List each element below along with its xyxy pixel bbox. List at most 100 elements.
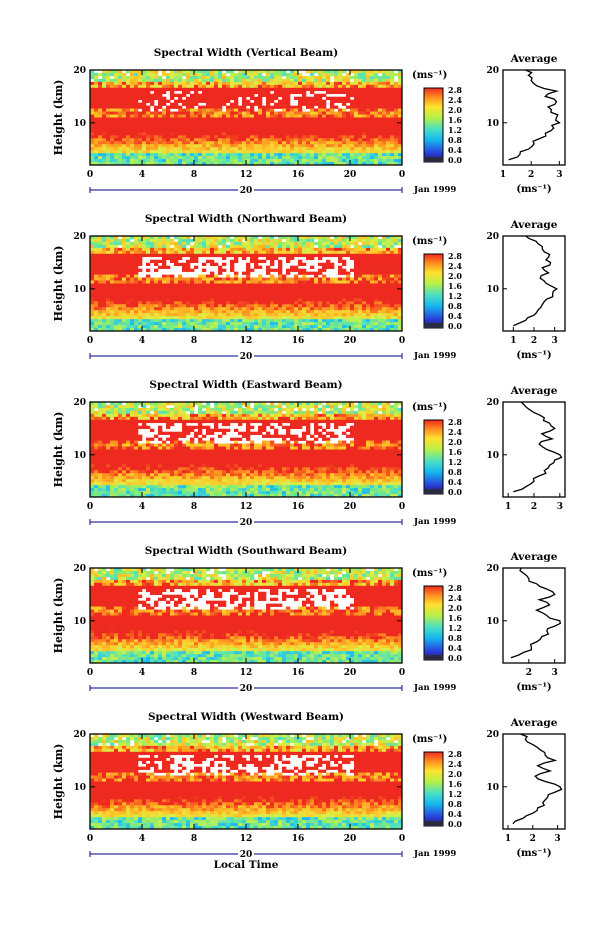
heatmap-cell <box>278 313 283 317</box>
heatmap-cell <box>278 274 283 278</box>
heatmap-cell <box>382 75 387 80</box>
heatmap-cell <box>114 241 119 246</box>
heatmap-cell <box>174 304 179 308</box>
heatmap-cell <box>378 238 383 243</box>
heatmap-cell <box>330 325 335 329</box>
heatmap-cell <box>126 295 131 299</box>
heatmap-cell <box>270 84 275 89</box>
heatmap-cell <box>294 322 299 326</box>
heatmap-cell <box>290 404 295 409</box>
heatmap-cell <box>302 111 307 115</box>
heatmap-cell <box>198 75 203 80</box>
heatmap-cell <box>94 283 99 287</box>
heatmap-cell <box>206 247 211 252</box>
heatmap-cell <box>166 313 171 317</box>
heatmap-cell <box>106 307 111 311</box>
heatmap-cell <box>290 301 295 305</box>
heatmap-cell <box>258 298 263 302</box>
heatmap-cell <box>90 153 95 157</box>
heatmap-cell <box>142 253 147 258</box>
heatmap-cell <box>382 259 387 264</box>
heatmap-cell <box>210 72 215 77</box>
heatmap-cell <box>106 78 111 83</box>
heatmap-cell <box>362 108 367 112</box>
heatmap-cell <box>362 277 367 281</box>
heatmap-cell <box>142 153 147 157</box>
heatmap-cell <box>378 310 383 314</box>
heatmap-cell <box>270 280 275 284</box>
heatmap-cell <box>318 280 323 284</box>
heatmap-cell <box>362 289 367 293</box>
heatmap-cell <box>238 126 243 130</box>
heatmap-cell <box>190 147 195 151</box>
heatmap-cell <box>206 105 211 109</box>
heatmap-cell <box>302 262 307 266</box>
heatmap-cell <box>266 111 271 115</box>
heatmap-cell <box>310 265 315 269</box>
heatmap-cell <box>318 307 323 311</box>
heatmap-cell <box>394 147 399 151</box>
heatmap-cell <box>282 162 287 166</box>
heatmap-cell <box>114 268 119 272</box>
heatmap-cell <box>346 316 351 320</box>
heatmap-cell <box>102 156 107 160</box>
heatmap-cell <box>338 298 343 302</box>
heatmap-cell <box>238 129 243 133</box>
heatmap-cell <box>326 316 331 320</box>
heatmap-cell <box>358 141 363 145</box>
heatmap-cell <box>342 96 347 100</box>
heatmap-cell <box>342 407 347 412</box>
heatmap-cell <box>258 123 263 127</box>
heatmap-cell <box>210 75 215 80</box>
heatmap-cell <box>354 147 359 151</box>
heatmap-cell <box>290 238 295 243</box>
heatmap-cell <box>246 72 251 77</box>
heatmap-cell <box>242 150 247 154</box>
heatmap-cell <box>210 123 215 127</box>
heatmap-cell <box>206 153 211 157</box>
heatmap-cell <box>234 123 239 127</box>
heatmap-cell <box>274 301 279 305</box>
heatmap-cell <box>142 407 147 412</box>
heatmap-cell <box>210 105 215 109</box>
heatmap-cell <box>238 93 243 98</box>
heatmap-cell <box>150 159 155 163</box>
heatmap-cell <box>134 407 139 412</box>
heatmap-cell <box>154 319 159 323</box>
heatmap-cell <box>286 307 291 311</box>
heatmap-cell <box>158 138 163 142</box>
panel-1: Spectral Width (Northward Beam)1020Heigh… <box>52 213 566 362</box>
heatmap-cell <box>286 129 291 133</box>
heatmap-cell <box>214 150 219 154</box>
heatmap-cell <box>382 402 387 406</box>
heatmap-cell <box>134 316 139 320</box>
heatmap-cell <box>194 132 199 136</box>
heatmap-cell <box>126 319 131 323</box>
heatmap-cell <box>398 289 403 293</box>
heatmap-cell <box>190 304 195 308</box>
heatmap-cell <box>126 132 131 136</box>
heatmap-cell <box>390 289 395 293</box>
heatmap-cell <box>126 259 131 264</box>
heatmap-cell <box>310 236 315 240</box>
heatmap-cell <box>170 129 175 133</box>
heatmap-cell <box>362 247 367 252</box>
heatmap-cell <box>114 404 119 409</box>
heatmap-cell <box>246 280 251 284</box>
heatmap-cell <box>134 271 139 275</box>
heatmap-cell <box>106 81 111 86</box>
heatmap-cell <box>246 325 251 329</box>
heatmap-cell <box>178 253 183 258</box>
heatmap-cell <box>326 304 331 308</box>
heatmap-cell <box>214 295 219 299</box>
heatmap-cell <box>114 105 119 109</box>
heatmap-cell <box>346 150 351 154</box>
heatmap-cell <box>174 72 179 77</box>
heatmap-cell <box>306 102 311 106</box>
heatmap-cell <box>206 90 211 95</box>
heatmap-cell <box>282 159 287 163</box>
heatmap-cell <box>362 117 367 121</box>
heatmap-cell <box>214 81 219 86</box>
heatmap-cell <box>390 150 395 154</box>
heatmap-cell <box>374 129 379 133</box>
